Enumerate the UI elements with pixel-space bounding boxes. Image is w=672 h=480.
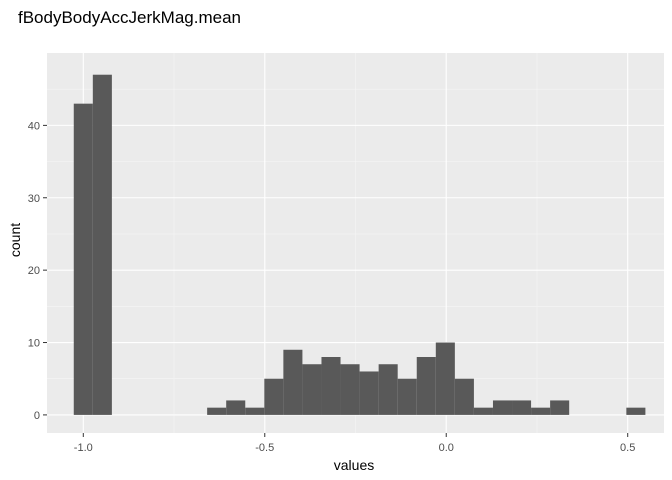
histogram-bar bbox=[73, 103, 93, 415]
y-tick-label: 10 bbox=[28, 338, 40, 350]
histogram-bar bbox=[245, 407, 265, 415]
histogram-bar bbox=[92, 74, 112, 415]
chart-title: fBodyBodyAccJerkMag.mean bbox=[18, 8, 241, 27]
x-axis-tick-labels: -1.0 -0.5 0.0 0.5 bbox=[74, 442, 636, 454]
histogram-bar bbox=[321, 357, 341, 415]
histogram-bar bbox=[207, 407, 227, 415]
histogram-bar bbox=[378, 364, 398, 415]
axis-ticks bbox=[43, 124, 629, 437]
histogram-bar bbox=[550, 400, 570, 415]
histogram-bar bbox=[264, 378, 284, 415]
y-axis-title: count bbox=[7, 223, 23, 257]
y-tick-label: 20 bbox=[28, 265, 40, 277]
histogram-bar bbox=[473, 407, 493, 415]
histogram-bar bbox=[435, 342, 455, 415]
histogram-bar bbox=[226, 400, 246, 415]
histogram-bar bbox=[283, 349, 303, 415]
x-axis-title: values bbox=[334, 457, 374, 473]
histogram-bar bbox=[626, 407, 646, 415]
histogram-bar bbox=[531, 407, 551, 415]
x-tick-label: 0.0 bbox=[439, 442, 454, 454]
histogram-bars bbox=[73, 74, 646, 415]
histogram-bar bbox=[340, 364, 360, 415]
histogram-bar bbox=[397, 378, 417, 415]
x-tick-label: -1.0 bbox=[74, 442, 93, 454]
y-axis-tick-labels: 0 10 20 30 40 bbox=[28, 120, 40, 422]
x-tick-label: 0.5 bbox=[620, 442, 635, 454]
y-tick-label: 0 bbox=[34, 410, 40, 422]
histogram-bar bbox=[359, 371, 379, 415]
y-tick-label: 30 bbox=[28, 193, 40, 205]
histogram-bar bbox=[416, 357, 436, 415]
x-tick-label: -0.5 bbox=[255, 442, 274, 454]
histogram-bar bbox=[512, 400, 532, 415]
histogram-bar bbox=[454, 378, 474, 415]
histogram-bar bbox=[492, 400, 513, 415]
y-tick-label: 40 bbox=[28, 120, 40, 132]
histogram-bar bbox=[302, 364, 322, 415]
